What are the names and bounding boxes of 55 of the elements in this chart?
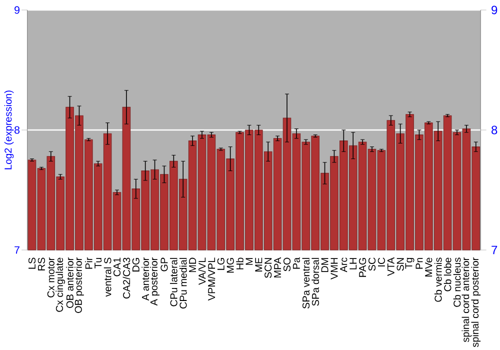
x-tick-label: SO (283, 258, 291, 272)
x-tick-label: MD (189, 258, 196, 272)
x-tick-label: Pn (416, 258, 423, 269)
x-tick-label: Cx motor (47, 257, 54, 298)
x-tick-label: Tu (94, 258, 102, 268)
y-axis-title: Log2 (expression) (4, 90, 14, 170)
x-tick-label: ventral S (104, 258, 112, 297)
x-tick-label: OB anterior (66, 257, 74, 308)
x-tick-label: RS (38, 258, 45, 270)
x-tick-label: spinal cord anterior (462, 257, 472, 342)
x-tick-label: A posterior (150, 257, 160, 306)
x-tick-label: VMH (330, 258, 338, 280)
x-tick-label: Hb (236, 258, 244, 270)
x-tick-label: DG (132, 258, 140, 272)
x-tick-label: Pa (292, 257, 300, 269)
x-tick-label: SC (368, 258, 376, 271)
x-tick-label: MG (226, 258, 234, 273)
x-tick-label: VPM/VPL (208, 258, 216, 301)
x-tick-label: MPA (274, 257, 281, 278)
y-tick-label: 9 (14, 6, 20, 14)
x-tick-label: spinal cord posterior (471, 257, 481, 348)
x-tick-label: ME (255, 258, 262, 272)
x-tick-label: SPa dorsal (312, 258, 320, 306)
x-tick-label: CA2/CA3 (122, 258, 130, 298)
x-tick-label: VTA (387, 257, 394, 276)
x-tick-label: GP (160, 258, 168, 272)
y2-tick-label: 8 (492, 126, 498, 134)
x-tick-label: VA/VL (198, 258, 206, 285)
x-tick-label: Cx cingulate (56, 258, 65, 312)
x-tick-label: CPu medial (179, 258, 187, 308)
x-tick-label: SPa ventral (302, 258, 310, 309)
x-tick-label: A anterior (142, 257, 150, 301)
x-tick-label: SCN (264, 258, 272, 278)
x-tick-label: Pir (85, 257, 92, 269)
x-tick-label: Cb lobe (444, 258, 452, 292)
y2-tick-label: 9 (492, 6, 498, 14)
x-tick-label: M (246, 258, 253, 265)
y-tick-label: 8 (14, 126, 20, 134)
x-tick-label: LS (28, 258, 36, 269)
x-tick-label: Cb nucleus (453, 258, 461, 307)
x-tick-label: IC (378, 258, 385, 266)
x-tick-label: SN (396, 258, 404, 271)
x-tick-label: LG (217, 258, 224, 270)
x-tick-label: MVe (425, 258, 432, 276)
x-tick-label: Arc (340, 258, 348, 272)
x-tick-label: LH (350, 258, 357, 270)
x-tick-label: PAG (359, 258, 366, 277)
x-tick-label: CPu lateral (170, 258, 178, 306)
x-tick-label: CA1 (113, 258, 121, 276)
y2-tick-label: 7 (492, 246, 498, 254)
x-tick-label: Tg (405, 258, 414, 269)
x-tick-label: OB posterior (74, 257, 84, 313)
x-tick-label: DM (321, 258, 328, 272)
y-tick-label: 7 (14, 246, 20, 254)
x-tick-label: Cb vermis (434, 258, 442, 302)
